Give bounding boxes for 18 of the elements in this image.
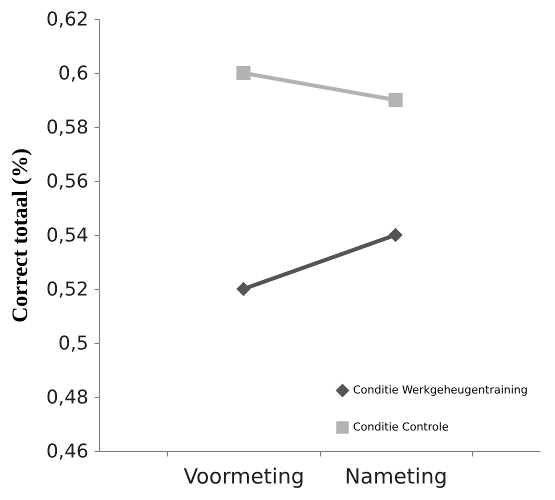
y-tick-label: 0,54 <box>46 224 88 246</box>
point <box>388 92 403 108</box>
y-tick-label: 0,52 <box>46 278 88 300</box>
y-tick-label: 0,48 <box>46 386 88 408</box>
legend-label: Conditie Controle <box>353 420 449 434</box>
y-tick-label: 0,6 <box>58 62 88 84</box>
point <box>236 282 251 296</box>
x-tick-label: Voormeting <box>184 464 304 488</box>
y-axis-title: Correct totaal (%) <box>7 148 32 323</box>
y-tick-label: 0,46 <box>46 440 88 462</box>
legend-label: Conditie Werkgeheugentraining <box>353 384 528 396</box>
y-tick-label: 0,62 <box>46 8 88 30</box>
x-tick-label: Nameting <box>344 464 448 488</box>
y-tick-label: 0,56 <box>46 170 88 192</box>
y-tick-label: 0,58 <box>46 116 88 138</box>
point <box>388 228 403 242</box>
point <box>236 66 251 80</box>
y-tick-label: 0,5 <box>58 332 88 354</box>
